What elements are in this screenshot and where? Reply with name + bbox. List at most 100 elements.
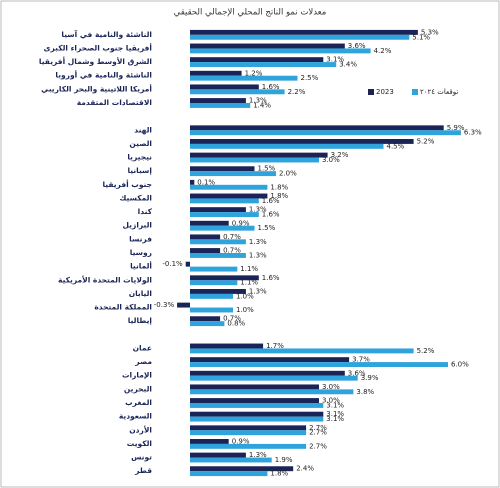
bar (190, 362, 448, 367)
category-label: الأردن (129, 425, 152, 434)
bar (190, 316, 221, 322)
value-label: 3.1% (326, 56, 344, 64)
category-label: روسيا (130, 248, 152, 257)
bar (190, 166, 255, 172)
bar (190, 471, 268, 477)
bar (190, 29, 418, 35)
bar (190, 425, 307, 431)
bar (190, 143, 384, 149)
value-label: 1.3% (249, 97, 267, 105)
category-label: البحرين (124, 384, 152, 393)
category-label: أفريقيا جنوب الصحراء الكبرى (44, 42, 152, 52)
value-label: 1.6% (262, 211, 280, 219)
value-label: 1.3% (249, 287, 267, 295)
bar (190, 179, 195, 185)
bar (190, 157, 319, 163)
bar (190, 125, 444, 131)
bar (185, 261, 190, 267)
bar (190, 375, 358, 381)
value-label: 1.0% (236, 306, 254, 314)
bar (190, 171, 276, 177)
category-label: الهند (134, 125, 152, 134)
value-label: 1.8% (270, 192, 288, 200)
value-label: 0.9% (232, 437, 250, 445)
value-label: 3.0% (322, 383, 340, 391)
value-label: 5.2% (417, 137, 435, 145)
value-label: 2.0% (279, 170, 297, 178)
category-label: فرنسا (129, 234, 152, 243)
category-label: إيطاليا (128, 316, 152, 325)
value-label: 1.7% (266, 342, 284, 350)
value-label: 1.5% (258, 165, 276, 173)
category-label: قطر (134, 466, 152, 475)
value-label: 1.4% (253, 101, 271, 109)
value-label: 4.5% (387, 142, 405, 150)
category-label: إسبانيا (127, 166, 152, 175)
value-label: 3.1% (326, 415, 344, 423)
value-label: 6.3% (464, 129, 482, 137)
bar (190, 48, 371, 54)
category-label: الناشئة والنامية في آسيا (61, 29, 152, 39)
chart-title: معدلات نمو الناتج المحلي الإجمالي الحقيق… (174, 8, 327, 18)
bar (190, 248, 221, 253)
bar (190, 457, 272, 463)
bar (190, 62, 337, 67)
bar (190, 466, 294, 472)
category-label: مصر (134, 357, 152, 366)
bar (190, 370, 345, 376)
bar (190, 343, 264, 349)
value-label: 1.6% (262, 83, 280, 91)
value-label: 1.0% (236, 292, 254, 300)
value-label: 1.3% (249, 238, 267, 246)
value-label: 0.7% (223, 247, 241, 255)
value-label: 1.9% (275, 456, 293, 464)
value-label: 6.0% (451, 361, 469, 369)
category-label: نيجيريا (127, 153, 152, 162)
value-label: 4.2% (374, 47, 392, 55)
value-label: 2.2% (288, 88, 306, 96)
value-label: 0.9% (232, 219, 250, 227)
value-label: 0.1% (197, 178, 215, 186)
value-label: 3.0% (322, 156, 340, 164)
value-label: 3.0% (322, 397, 340, 405)
value-label: 1.1% (240, 279, 258, 287)
value-label: 3.6% (348, 42, 366, 50)
bar (190, 293, 233, 299)
value-label: 1.3% (249, 251, 267, 259)
legend-label: توقعات ٢٠٢٤ (420, 88, 458, 96)
value-label: 1.6% (262, 274, 280, 282)
category-label: أمريكا اللاتينية والبحر الكاريبي (41, 83, 152, 93)
category-label: اليابان (129, 289, 152, 298)
value-label: -0.3% (154, 301, 175, 309)
category-label: البرازيل (122, 221, 152, 230)
bar (190, 239, 246, 245)
category-label: الإمارات (122, 371, 152, 380)
legend-swatch (368, 89, 374, 95)
value-label: 1.6% (262, 197, 280, 205)
value-label: 2.4% (296, 465, 314, 473)
value-label: 3.1% (326, 410, 344, 418)
value-label: 1.1% (240, 265, 258, 273)
bar (190, 348, 414, 354)
bar (190, 43, 345, 49)
bar (190, 384, 319, 390)
value-label: 1.2% (245, 69, 263, 77)
value-label: 3.1% (326, 401, 344, 409)
value-label: 2.5% (301, 74, 319, 82)
value-label: 1.3% (249, 451, 267, 459)
bar (177, 302, 190, 308)
bar (190, 220, 229, 226)
category-label: المملكة المتحدة (94, 303, 152, 312)
bar (190, 152, 328, 158)
category-label: كندا (138, 207, 153, 216)
category-label: الكويت (127, 439, 152, 448)
category-label: الولايات المتحدة الأمريكية (58, 275, 152, 284)
value-label: 3.7% (352, 356, 370, 364)
bar (190, 75, 298, 81)
bar (190, 389, 354, 395)
bar (190, 307, 233, 313)
category-label: السعودية (119, 412, 152, 421)
bar (190, 184, 268, 190)
value-label: 0.8% (227, 320, 245, 328)
